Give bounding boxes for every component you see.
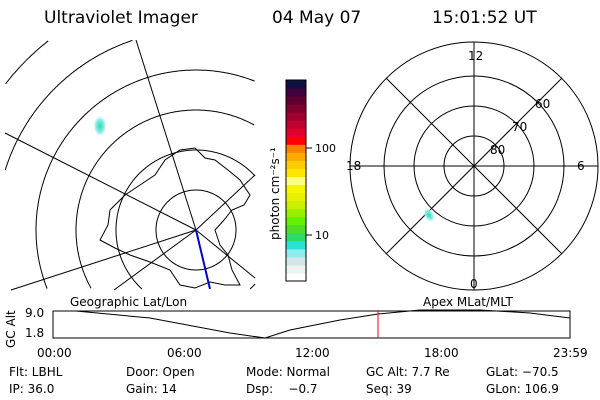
colorbar-segment <box>286 216 306 226</box>
colorbar-segment <box>286 120 306 129</box>
latitude-circle <box>35 69 255 289</box>
colorbar-segment <box>286 264 306 274</box>
door-status: Door: Open <box>126 365 195 379</box>
colorbar-tick-10: 10 <box>315 229 329 242</box>
latitude-circle <box>5 40 49 85</box>
colorbar-segment <box>286 184 306 194</box>
xtick-0000: 00:00 <box>37 346 72 360</box>
colorbar-segment <box>286 200 306 210</box>
gain-status: Gain: 14 <box>126 382 177 396</box>
geographic-map <box>4 39 256 291</box>
ytick-9: 9.0 <box>25 306 45 320</box>
colorbar-segment <box>286 104 306 113</box>
colorbar-segment <box>286 168 306 177</box>
colorbar-segment <box>286 240 306 250</box>
ytick-1-8: 1.8 <box>25 326 45 340</box>
colorbar-segment <box>286 80 306 89</box>
seq-status: Seq: 39 <box>366 382 412 396</box>
colorbar-segment <box>286 248 306 258</box>
meridian <box>135 39 197 231</box>
colorbar-segment <box>286 208 306 218</box>
gc-alt-status: GC Alt: 7.7 Re <box>366 365 450 379</box>
latitude-circle <box>4 39 133 171</box>
colorbar-segment <box>286 152 306 161</box>
meridian <box>195 174 256 231</box>
mlt-label-18: 18 <box>346 159 361 173</box>
colorbar-segment <box>286 232 306 242</box>
xtick-0600: 06:00 <box>167 346 202 360</box>
colorbar-tick-100: 100 <box>315 142 336 155</box>
mlat-label-60: 60 <box>535 97 550 111</box>
mlt-label-12: 12 <box>468 49 483 63</box>
antarctica-coastline <box>99 147 251 289</box>
dsp-status: Dsp: −0.7 <box>246 382 318 396</box>
colorbar-label: photon cm⁻²s⁻¹ <box>268 147 282 240</box>
latitude-circle <box>249 283 256 290</box>
colorbar-segment <box>286 224 306 234</box>
colorbar-segment <box>286 256 306 266</box>
meridian <box>113 229 197 291</box>
colorbar-segment <box>286 88 306 97</box>
apex-label: Apex MLat/MLT <box>423 295 513 309</box>
meridian <box>10 229 197 291</box>
colorbar <box>286 80 306 282</box>
filter-status: Flt: LBHL <box>9 365 63 379</box>
geographic-label: Geographic Lat/Lon <box>70 295 188 309</box>
xtick-1200: 12:00 <box>295 346 330 360</box>
latitude-circle <box>115 149 256 290</box>
colorbar-segment <box>286 128 306 137</box>
time-label: 15:01:52 UT <box>432 8 537 28</box>
gc-alt-ylabel: GC Alt <box>4 310 18 348</box>
glat-status: GLat: −70.5 <box>486 365 559 379</box>
glon-status: GLon: 106.9 <box>486 382 559 396</box>
colorbar-segment <box>286 176 306 186</box>
colorbar-segment <box>286 272 306 282</box>
instrument-title: Ultraviolet Imager <box>44 8 198 28</box>
colorbar-segment <box>286 192 306 202</box>
date-label: 04 May 07 <box>272 8 362 28</box>
mode-status: Mode: Normal <box>246 365 330 379</box>
altitude-plot <box>52 309 571 339</box>
colorbar-segment <box>286 112 306 121</box>
aurora-emission <box>93 115 107 137</box>
latitude-circle <box>155 189 237 271</box>
meridian-line <box>195 229 211 290</box>
xtick-1800: 18:00 <box>424 346 459 360</box>
xtick-2359: 23:59 <box>553 346 588 360</box>
meridian <box>4 132 197 231</box>
colorbar-segment <box>286 160 306 169</box>
colorbar-segment <box>286 136 306 145</box>
mlat-label-80: 80 <box>490 143 505 157</box>
mlt-label-6: 6 <box>577 159 585 173</box>
colorbar-segment <box>286 96 306 105</box>
colorbar-segment <box>286 144 306 153</box>
ip-status: IP: 36.0 <box>9 382 55 396</box>
mlat-label-70: 70 <box>512 120 527 134</box>
polar-mlat-mlt-plot <box>349 41 599 291</box>
latitude-circle <box>75 109 255 289</box>
mlt-label-0: 0 <box>470 277 478 291</box>
aurora-emission-polar <box>423 207 435 223</box>
meridian <box>195 229 256 279</box>
